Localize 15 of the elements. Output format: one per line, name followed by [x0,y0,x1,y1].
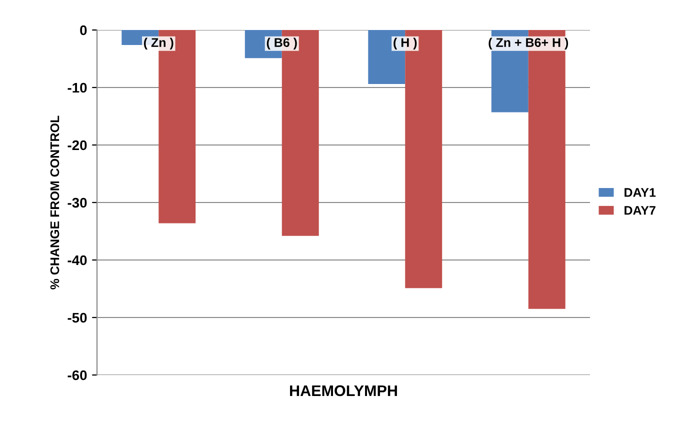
x-tick-label: ( B6 ) [266,38,297,50]
y-tick-label: -60 [68,370,87,380]
legend-label: DAY7 [624,206,656,215]
y-tick-label: -20 [68,140,87,150]
y-tick-label: -10 [68,82,87,93]
x-tick-label: ( Zn ) [144,38,174,50]
y-tick-label: 0 [80,25,87,36]
y-tick-label: -40 [68,255,87,266]
y-tick-label: -30 [68,198,87,208]
x-tick-label: ( H ) [394,38,417,50]
y-tick-label: -50 [68,312,87,323]
y-axis-title: % CHANGE FROM CONTROL [50,116,60,290]
legend-label: DAY1 [624,188,656,197]
x-axis-title: HAEMOLYMPH [290,385,397,396]
x-tick-label: ( Zn + B6+ H ) [488,38,568,50]
